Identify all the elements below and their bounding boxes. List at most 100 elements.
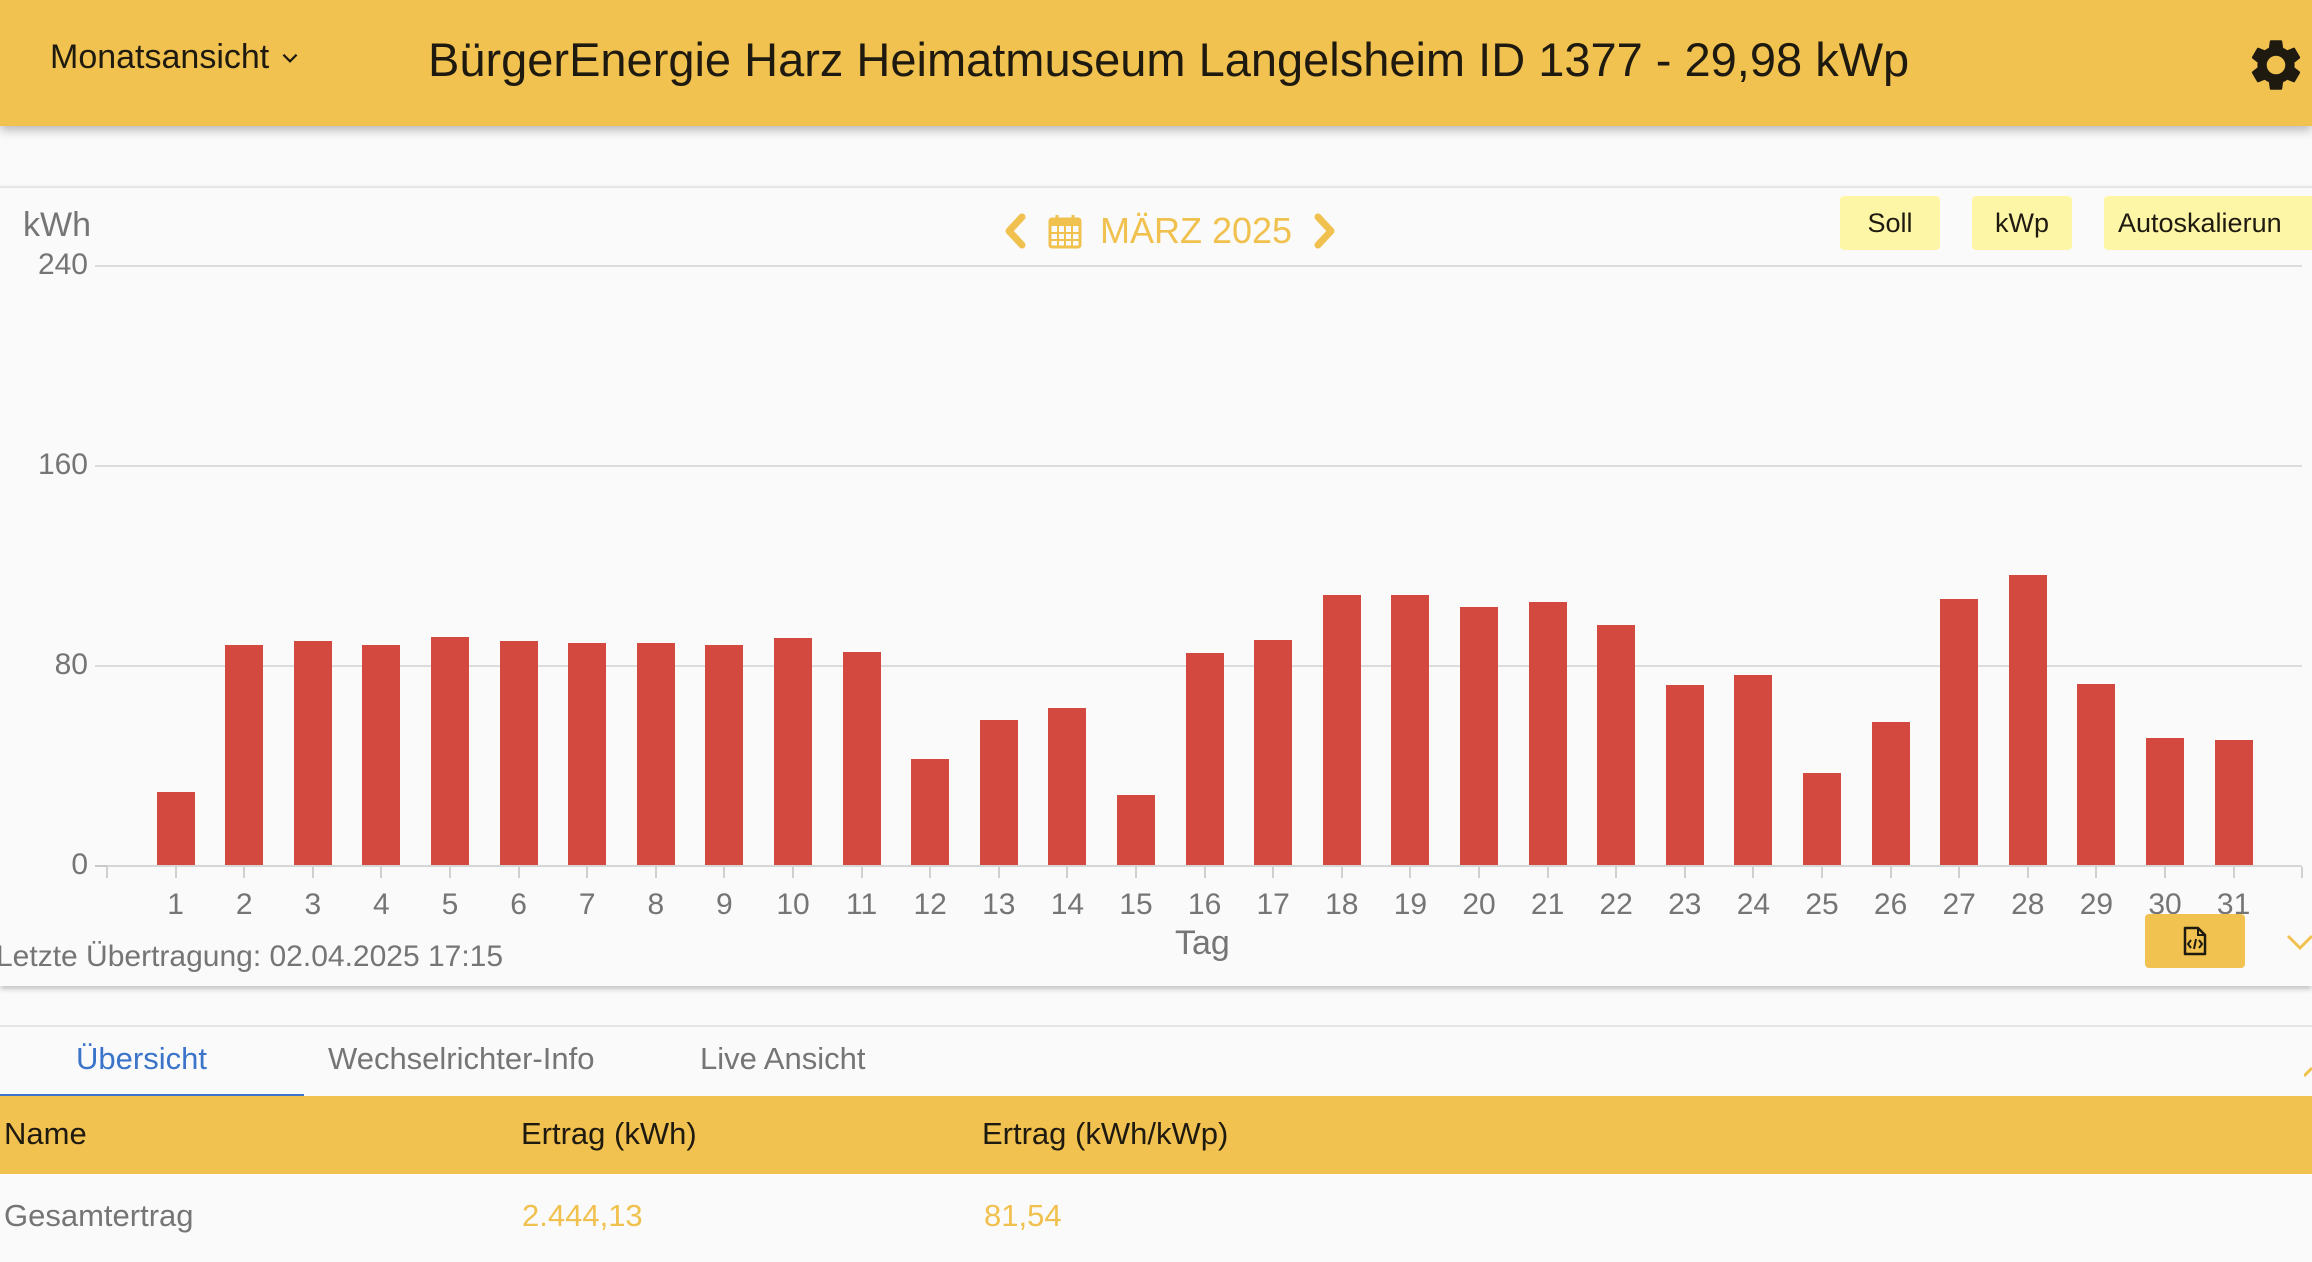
table-row: Gesamtertrag 2.444,13 81,54	[0, 1174, 2312, 1262]
row-yield-kwh-kwp: 81,54	[984, 1198, 1062, 1233]
x-tick-label: 18	[1325, 888, 1359, 921]
bar-day-6[interactable]	[499, 641, 538, 866]
x-tick-mark	[860, 867, 863, 878]
x-tick-mark	[1821, 867, 1823, 878]
bar-day-1[interactable]	[156, 792, 195, 866]
tab-inverter-info[interactable]: Wechselrichter-Info	[328, 1041, 595, 1076]
x-tick-mark	[997, 867, 1000, 878]
chevron-left-icon[interactable]	[1000, 211, 1030, 251]
app-header: Monatsansicht BürgerEnergie Harz Heimatm…	[0, 0, 2312, 126]
bar-day-21[interactable]	[1528, 602, 1567, 866]
bar-day-20[interactable]	[1460, 606, 1498, 866]
tab-bar: Übersicht Wechselrichter-Info Live Ansic…	[0, 1025, 2312, 1098]
x-tick-label: 7	[578, 888, 596, 921]
bar-day-26[interactable]	[1871, 721, 1910, 866]
x-tick-label: 16	[1187, 888, 1222, 921]
x-tick-mark	[2232, 867, 2235, 878]
x-tick-mark	[311, 867, 314, 878]
x-tick-label: 15	[1119, 888, 1153, 921]
bar-day-22[interactable]	[1597, 624, 1636, 866]
bar-day-7[interactable]	[568, 643, 607, 866]
bar-day-19[interactable]	[1391, 594, 1430, 866]
chevron-up-icon[interactable]	[2304, 1067, 2312, 1077]
x-tick-label: 5	[441, 888, 459, 921]
x-tick-mark	[1683, 867, 1686, 878]
bar-day-2[interactable]	[225, 645, 264, 866]
x-tick-mark	[1272, 867, 1275, 878]
x-tick-mark	[723, 867, 726, 878]
bar-day-23[interactable]	[1665, 685, 1704, 866]
bar-day-16[interactable]	[1185, 653, 1224, 866]
x-tick-mark	[2301, 867, 2304, 878]
bar-day-29[interactable]	[2077, 684, 2116, 866]
bar-day-28[interactable]	[2008, 574, 2047, 866]
x-tick-mark	[1752, 867, 1755, 878]
x-tick-label: 6	[510, 888, 527, 921]
bar-day-15[interactable]	[1117, 794, 1155, 866]
x-tick-label: 3	[304, 888, 322, 921]
x-tick-label: 26	[1873, 888, 1908, 921]
gear-icon[interactable]	[2245, 34, 2307, 96]
bar-day-24[interactable]	[1734, 675, 1773, 866]
x-tick-label: 13	[982, 888, 1016, 921]
bar-day-27[interactable]	[1940, 599, 1979, 866]
y-axis-label: kWh	[23, 206, 91, 244]
bar-day-5[interactable]	[431, 636, 469, 866]
chevron-down-icon[interactable]	[2284, 930, 2312, 956]
bar-day-11[interactable]	[842, 652, 881, 866]
x-tick-mark	[654, 867, 657, 878]
column-header-yield-kwh: Ertrag (kWh)	[521, 1116, 697, 1151]
bar-day-30[interactable]	[2146, 738, 2184, 866]
bar-day-13[interactable]	[979, 719, 1018, 866]
last-transmission-text: Letzte Übertragung: 02.04.2025 17:15	[0, 940, 504, 973]
x-tick-mark	[243, 867, 246, 878]
bar-day-8[interactable]	[636, 643, 675, 866]
y-tick-label: 0	[71, 848, 88, 881]
bar-day-18[interactable]	[1322, 595, 1361, 866]
chevron-right-icon[interactable]	[1310, 211, 1340, 251]
kwp-toggle-button[interactable]: kWp	[1972, 196, 2072, 250]
x-tick-label: 24	[1736, 888, 1771, 921]
bar-day-9[interactable]	[705, 644, 744, 866]
gridline	[95, 465, 2302, 467]
bar-day-14[interactable]	[1048, 707, 1087, 866]
x-tick-mark	[792, 867, 794, 878]
bar-day-25[interactable]	[1803, 773, 1841, 866]
x-tick-mark	[1889, 867, 1892, 878]
bar-day-3[interactable]	[293, 641, 332, 866]
x-axis-line	[107, 865, 2302, 867]
export-button[interactable]	[2145, 914, 2245, 968]
x-tick-label: 28	[2011, 888, 2045, 921]
tab-overview[interactable]: Übersicht	[76, 1041, 207, 1076]
bar-day-4[interactable]	[362, 645, 401, 866]
y-tick-label: 80	[54, 648, 88, 681]
x-tick-label: 2	[235, 888, 253, 921]
bar-day-12[interactable]	[911, 758, 950, 866]
x-axis-label: Tag	[1175, 924, 1230, 962]
file-code-icon	[2183, 926, 2207, 956]
x-tick-label: 29	[2079, 888, 2114, 921]
row-yield-kwh: 2.444,13	[522, 1198, 643, 1233]
x-tick-mark	[517, 867, 520, 878]
autoscale-toggle-button[interactable]: Autoskalierun	[2104, 196, 2312, 250]
calendar-icon[interactable]	[1048, 213, 1082, 249]
month-label[interactable]: MÄRZ 2025	[1100, 210, 1293, 251]
view-mode-label: Monatsansicht	[50, 38, 270, 76]
soll-toggle-button[interactable]: Soll	[1840, 196, 1940, 250]
bar-day-31[interactable]	[2214, 740, 2253, 866]
x-tick-label: 14	[1050, 888, 1085, 921]
x-tick-mark	[1340, 867, 1343, 878]
view-mode-dropdown[interactable]: Monatsansicht	[50, 38, 301, 77]
gridline	[95, 265, 2302, 267]
x-tick-mark	[1958, 867, 1961, 878]
x-tick-label: 11	[846, 888, 878, 921]
x-tick-mark	[1409, 867, 1412, 878]
bar-day-17[interactable]	[1254, 640, 1293, 866]
x-tick-label: 17	[1256, 888, 1290, 921]
x-tick-label: 20	[1462, 888, 1496, 921]
table-header: Name Ertrag (kWh) Ertrag (kWh/kWp)	[0, 1096, 2312, 1174]
tab-live-view[interactable]: Live Ansicht	[700, 1041, 866, 1076]
bar-day-10[interactable]	[774, 637, 812, 866]
x-tick-mark	[2095, 867, 2098, 878]
x-tick-mark	[1478, 867, 1480, 878]
